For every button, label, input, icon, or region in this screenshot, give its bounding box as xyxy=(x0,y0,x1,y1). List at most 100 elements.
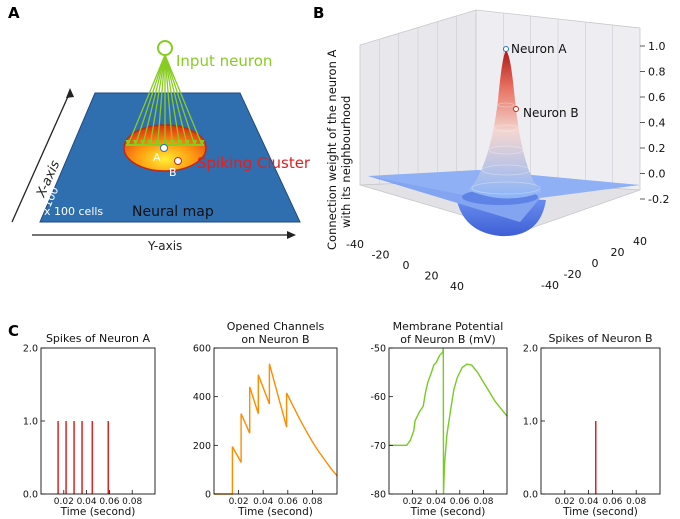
neuron-a-label: A xyxy=(153,151,161,164)
z-tick-label: 0.6 xyxy=(648,91,666,104)
projection-line xyxy=(164,54,174,146)
x-tick-label: 0 xyxy=(403,259,410,272)
x-tick-label: 0.08 xyxy=(626,497,646,507)
panel-c: C Spikes of Neuron A0.02 0.04 0.06 0.080.01… xyxy=(8,320,661,518)
projection-arrowhead xyxy=(184,140,190,146)
y-tick-label: -20 xyxy=(564,268,582,281)
z-axis-ticks: 1.0 0.8 0.6 0.4 0.2 0.0 -0.2 xyxy=(640,40,669,206)
projection-arrowhead xyxy=(147,140,153,146)
plot-title-line2: on Neuron B xyxy=(241,333,309,346)
map-size-cells: x 100 cells xyxy=(44,205,103,218)
x-axis-label: Time (second) xyxy=(60,506,136,518)
y-tick-label: -80 xyxy=(370,490,386,501)
panel-b: B 1.0 0.8 0.6 0.4 0.2 0.0 -0.2 -40 -20 0 20 40 40 2… xyxy=(313,4,669,293)
x-tick-label: 0.02 xyxy=(229,497,249,507)
y-axis-ticks: 40 20 0 -20 -40 xyxy=(541,235,647,292)
neuron-b-marker xyxy=(174,157,182,165)
projection-lines xyxy=(125,54,205,146)
projection-arrowhead xyxy=(192,140,198,146)
z-tick-label: -0.2 xyxy=(648,193,669,206)
x-tick-label: -40 xyxy=(346,238,364,251)
surface-plane-shade xyxy=(368,176,540,222)
x-tick-label: 0.06 xyxy=(450,497,470,507)
x-tick-label: -20 xyxy=(372,249,390,262)
projection-line xyxy=(142,54,166,146)
neuron-a-marker-3d xyxy=(503,46,509,52)
neuron-b-marker-3d xyxy=(513,106,519,112)
projection-line xyxy=(149,54,166,146)
x-tick-label: 0.06 xyxy=(602,497,622,507)
projection-line xyxy=(164,54,181,146)
projection-arrowhead xyxy=(162,140,168,146)
x-axis-label: Time (second) xyxy=(237,506,313,518)
y-tick-label: 0 xyxy=(205,490,211,501)
neuron-a-marker xyxy=(160,144,168,152)
plot-frame xyxy=(213,347,338,495)
projection-arrowhead xyxy=(199,140,205,146)
neuron-a-label-3d: Neuron A xyxy=(511,42,567,56)
x-axis-ticks: -40 -20 0 20 40 xyxy=(346,238,464,293)
x-tick-label: 0.04 xyxy=(426,497,446,507)
y-tick-label: -70 xyxy=(370,441,386,452)
x-axis-label: Time (second) xyxy=(562,506,638,518)
peak-ring xyxy=(497,102,515,108)
neuron-b-label: B xyxy=(169,166,177,179)
x-tick-label: 0.04 xyxy=(579,497,599,507)
z-tick-label: 0.8 xyxy=(648,66,666,79)
y-tick-label: -60 xyxy=(370,392,386,403)
x-tick-label: 0.04 xyxy=(253,497,273,507)
neuron-b-label-3d: Neuron B xyxy=(523,106,579,120)
series-line xyxy=(214,363,338,495)
z-label-line1: Connection weight of the neuron A xyxy=(325,49,339,250)
x-axis-arrowhead xyxy=(66,88,74,98)
projection-line xyxy=(164,54,196,146)
projection-arrowhead xyxy=(169,140,175,146)
panel-label-b: B xyxy=(313,4,324,22)
y-tick-label: 200 xyxy=(193,441,211,452)
x-tick-label: 0.08 xyxy=(473,497,493,507)
peak-ring xyxy=(488,145,524,155)
x-tick-label: 40 xyxy=(450,280,464,293)
projection-arrowhead xyxy=(125,140,131,146)
y-tick-label: 0 xyxy=(592,257,599,270)
y-tick-label: 2.0 xyxy=(23,344,38,355)
plot-frame xyxy=(540,347,661,495)
y-tick-label: 600 xyxy=(193,344,211,355)
y-tick-label: 1.0 xyxy=(23,417,38,428)
x-axis-label: Time (second) xyxy=(410,506,486,518)
projection-line xyxy=(164,54,203,146)
surface-peak-rings xyxy=(471,102,541,195)
peak-ring xyxy=(481,164,531,176)
x-tick-label: 0.02 xyxy=(54,497,74,507)
z-label-line2: with its neighbourhood xyxy=(339,96,353,228)
plot-title-line1: Membrane Potential xyxy=(393,320,504,333)
input-neuron-marker xyxy=(157,40,173,56)
x-tick-label: 0.02 xyxy=(555,497,575,507)
y-tick-label: -50 xyxy=(370,344,386,355)
projection-arrowhead xyxy=(177,140,183,146)
panel-label-a: A xyxy=(8,4,20,22)
peak-ring xyxy=(471,181,541,195)
projection-arrowhead xyxy=(140,140,146,146)
z-tick-label: 0.0 xyxy=(648,168,666,181)
y-tick-label: 1.0 xyxy=(523,417,538,428)
y-axis-label: Y-axis xyxy=(147,239,182,253)
panel-label-c: C xyxy=(8,322,19,340)
projection-line xyxy=(127,54,166,146)
y-tick-label: -40 xyxy=(541,279,559,292)
input-neuron-label: Input neuron xyxy=(176,52,272,70)
plot-title-line2: of Neuron B (mV) xyxy=(400,333,495,346)
projection-line xyxy=(164,54,188,146)
x-tick-label: 0.06 xyxy=(278,497,298,507)
x-tick-label: 0.08 xyxy=(122,497,142,507)
projection-arrowhead xyxy=(132,140,138,146)
plot-1: Spikes of Neuron A 0.02 0.04 0.06 0.08 0.0 1.0… xyxy=(23,332,156,518)
y-tick-label: 0.0 xyxy=(523,490,538,501)
neural-map-label: Neural map xyxy=(132,204,214,220)
x-tick-label: 0.02 xyxy=(403,497,423,507)
plot-4: Spikes of Neuron B 0.02 0.04 0.06 0.08 0.0 1.0… xyxy=(523,332,661,518)
spiking-cluster-label: Spiking Cluster xyxy=(197,154,311,172)
